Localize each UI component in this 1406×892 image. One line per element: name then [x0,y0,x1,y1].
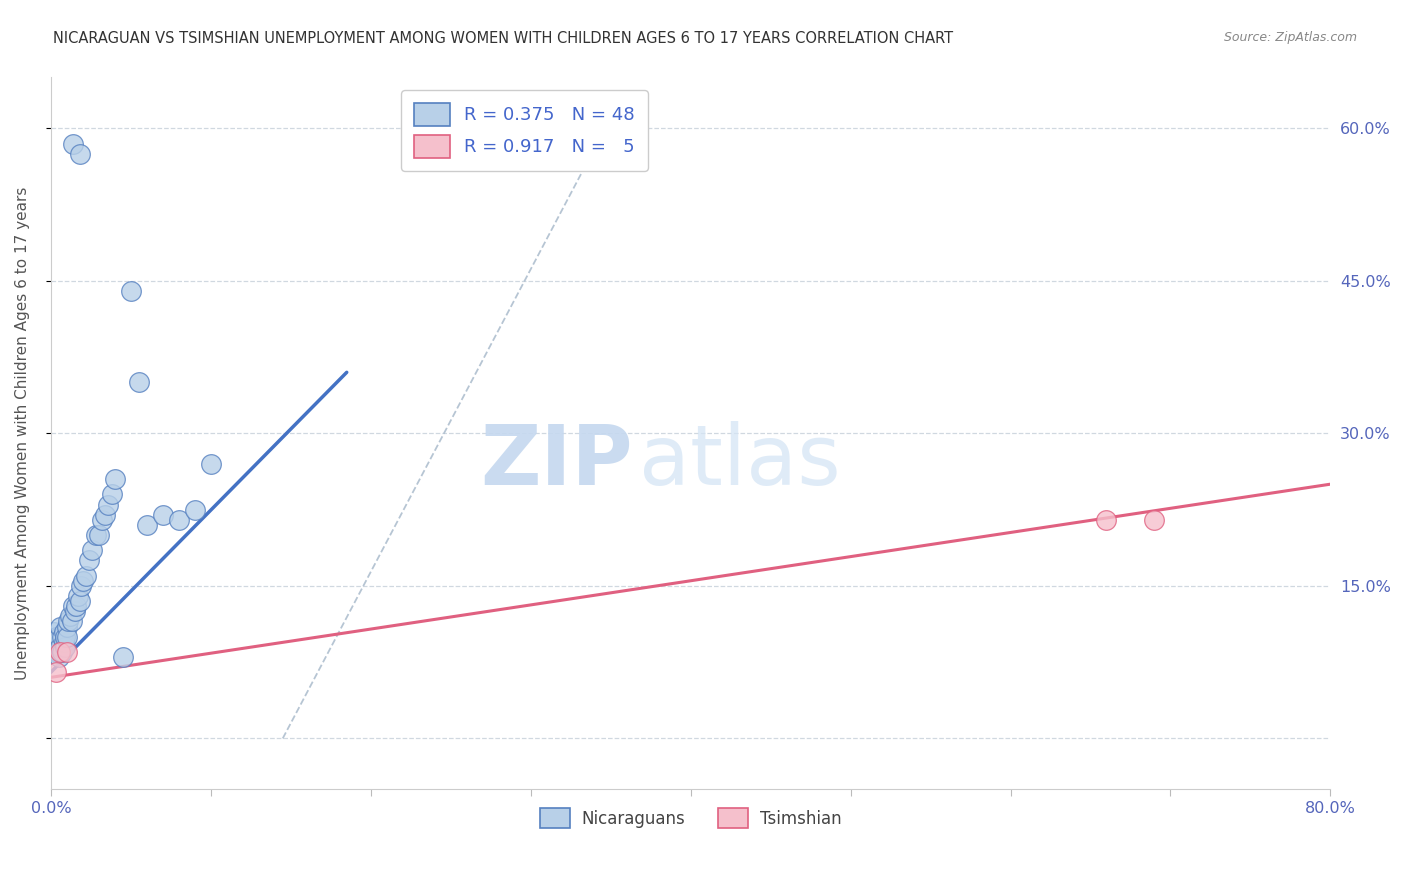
Point [184,502,207,516]
Point [52,624,75,639]
Point [72,574,94,588]
Point [41,634,63,648]
Point [100,487,122,501]
Point [65,599,87,614]
Text: Source: ZipAtlas.com: Source: ZipAtlas.com [1223,31,1357,45]
Y-axis label: Unemployment Among Women with Children Ages 6 to 17 years: Unemployment Among Women with Children A… [15,186,30,680]
Point [60,615,83,629]
Point [94,508,117,522]
Point [82,543,104,558]
Point [167,513,190,527]
Point [51,630,73,644]
Point [70,579,93,593]
Point [45,665,67,680]
Text: atlas: atlas [640,421,841,502]
Point [75,568,97,582]
Point [69,146,91,161]
Point [59,609,82,624]
Point [120,284,142,298]
Point [58,615,80,629]
Point [1095,513,1118,527]
Point [53,640,76,654]
Point [1143,513,1166,527]
Text: NICARAGUAN VS TSIMSHIAN UNEMPLOYMENT AMONG WOMEN WITH CHILDREN AGES 6 TO 17 YEAR: NICARAGUAN VS TSIMSHIAN UNEMPLOYMENT AMO… [53,31,953,46]
Point [49,645,72,659]
Point [63,604,86,618]
Point [42,624,65,639]
Point [51,645,73,659]
Point [66,589,89,603]
Point [152,508,174,522]
Point [45,630,67,644]
Point [52,634,75,648]
Point [56,645,79,659]
Point [48,630,70,644]
Point [128,376,150,390]
Point [84,528,107,542]
Point [62,599,84,614]
Point [111,650,134,665]
Point [97,498,120,512]
Point [77,553,100,567]
Point [49,640,72,654]
Point [48,650,70,665]
Point [87,528,110,542]
Point [56,630,79,644]
Point [62,136,84,151]
Point [45,640,67,654]
Point [46,645,69,659]
Point [91,513,114,527]
Point [135,517,157,532]
Point [104,472,127,486]
Text: ZIP: ZIP [481,421,633,502]
Legend: Nicaraguans, Tsimshian: Nicaraguans, Tsimshian [533,802,848,834]
Point [56,619,79,633]
Point [49,619,72,633]
Point [69,594,91,608]
Point [46,634,69,648]
Point [53,630,76,644]
Point [200,457,222,471]
